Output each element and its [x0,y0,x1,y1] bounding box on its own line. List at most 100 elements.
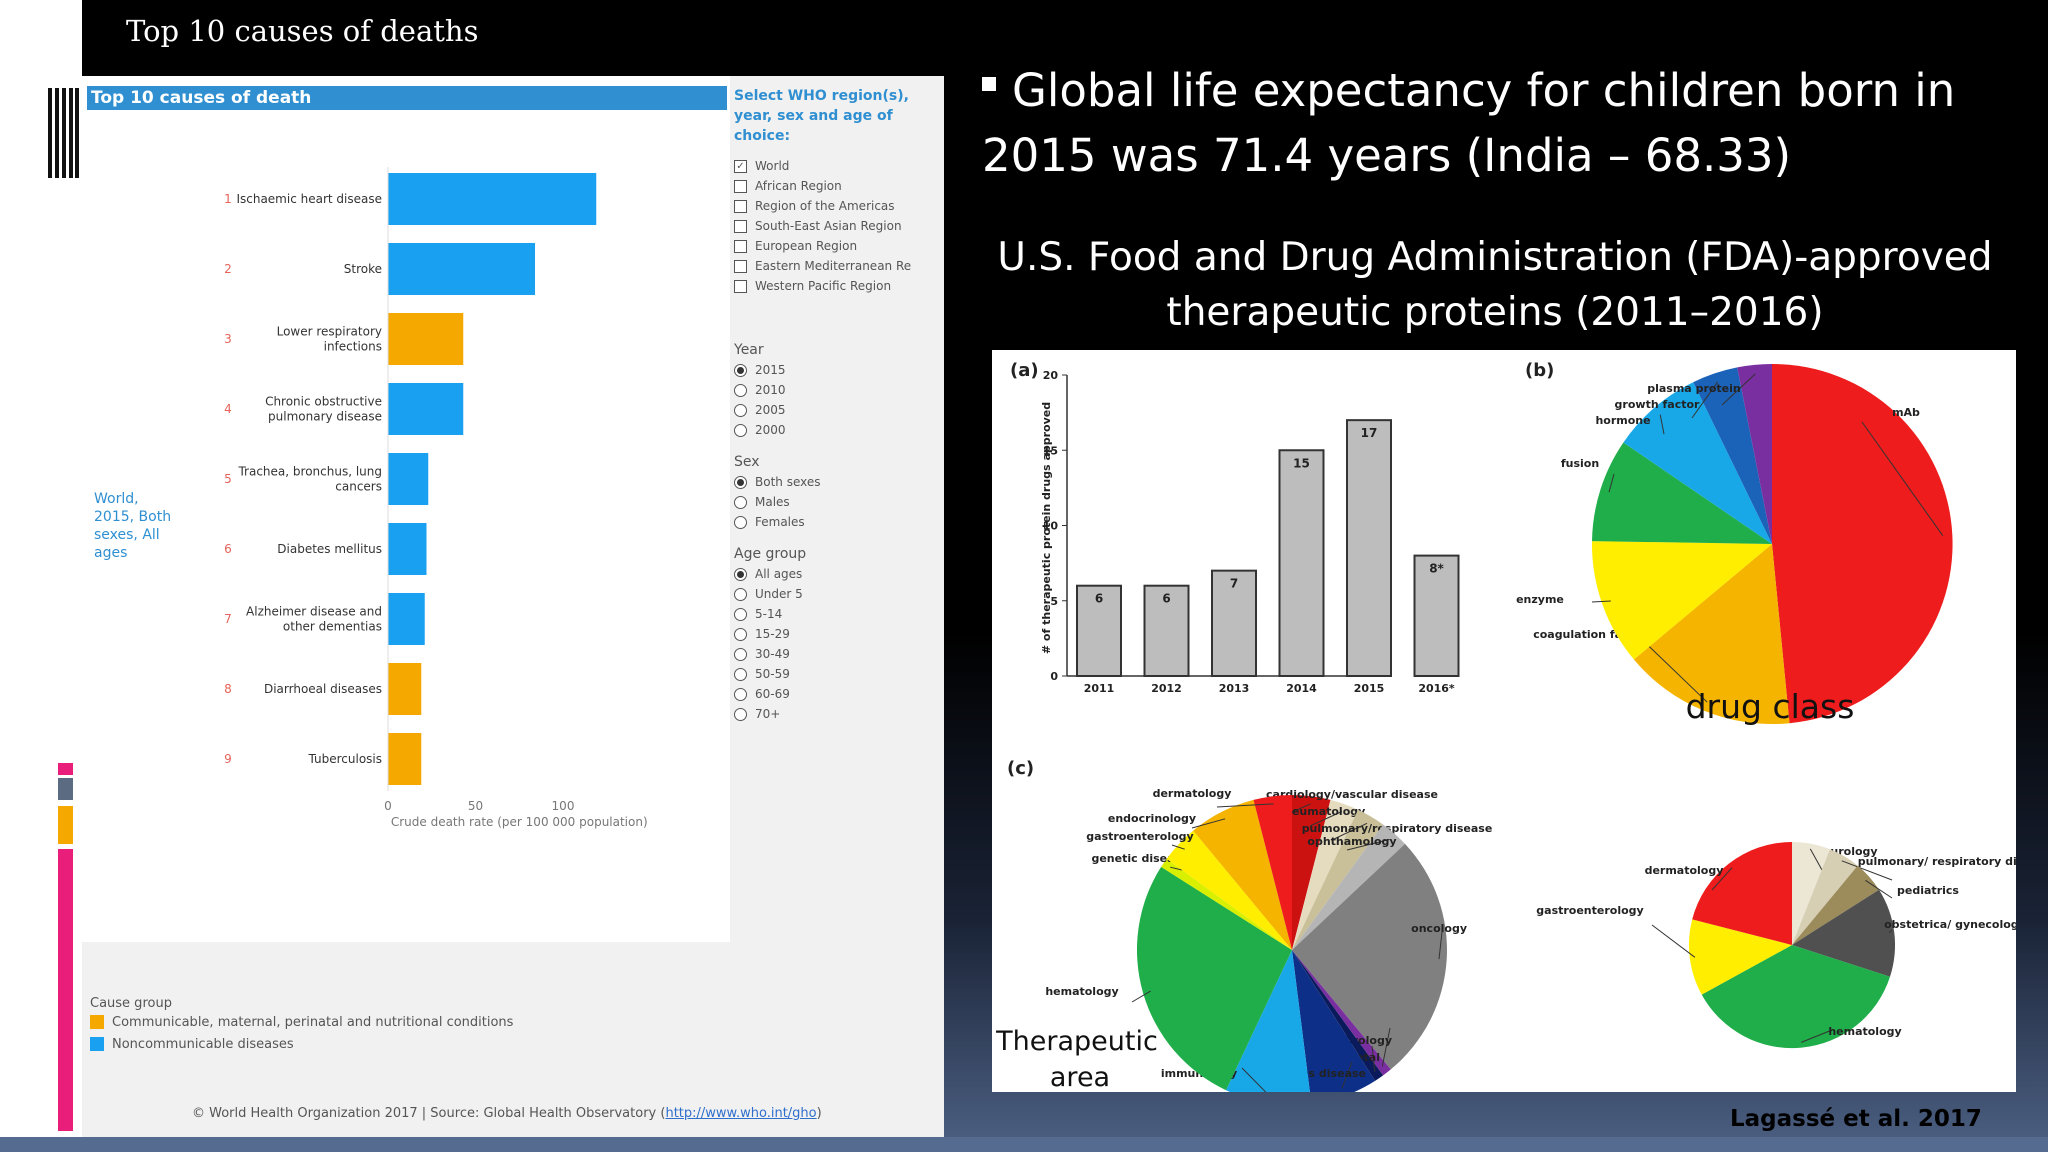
who-bar [388,383,464,435]
sex-option[interactable]: Males [734,492,944,512]
region-checkbox[interactable] [734,179,747,193]
therapeutic-area-label: endocrinology [1108,812,1196,825]
y-tick-label: 15 [1043,444,1058,457]
bar-value-label: 7 [1230,577,1238,591]
decorative-bar [58,778,73,800]
year-label: 2005 [755,403,786,417]
bar-value-label: 8* [1429,562,1444,576]
age-radio[interactable] [734,707,747,721]
region-label: African Region [755,179,842,193]
therapeutic-area-label: pulmonary/respiratory disease [1302,822,1493,835]
who-rank-label: 7 [224,612,232,626]
year-option[interactable]: 2005 [734,400,944,420]
drug-class-label: plasma protein [1647,382,1741,395]
who-category-label: cancers [335,480,382,494]
who-chart-header: Top 10 causes of death [87,86,727,110]
therapeutic-area-leader-line [1346,839,1390,851]
fda-title-line2: therapeutic proteins (2011–2016) [1166,290,1824,335]
drug-class-leader-line [1659,414,1665,435]
age-option[interactable]: 60-69 [734,684,944,704]
sex-radio[interactable] [734,495,747,509]
region-option[interactable]: Region of the Americas [734,196,944,216]
who-bar [388,243,535,295]
region-checkbox[interactable] [734,259,747,273]
region-label: Eastern Mediterranean Re [755,259,912,273]
region-option[interactable]: South-East Asian Region [734,216,944,236]
who-gho-link[interactable]: http://www.who.int/gho [665,1106,817,1121]
sex-label: Both sexes [755,475,821,489]
year-radio[interactable] [734,363,747,377]
year-option[interactable]: 2010 [734,380,944,400]
sex-radio[interactable] [734,475,747,489]
who-plot-area: Top 10 causes of death World, 2015, Both s… [82,76,730,942]
who-x-axis-label: Crude death rate (per 100 000 population… [391,815,648,829]
fda-figure-svg: (a) 0 5 10 15 20 # of therapeutic protein drug… [995,360,2016,1092]
region-checkbox[interactable]: ✓ [734,159,747,173]
therapeutic-area-slice [1226,950,1310,1092]
who-bar [388,663,422,715]
region-option[interactable]: ✓ World [734,156,944,176]
drug-class-slice [1592,442,1772,544]
age-option[interactable]: 70+ [734,704,944,724]
who-category-label: Stroke [344,262,382,276]
region-option[interactable]: Eastern Mediterranean Re [734,256,944,276]
drug-class-slice [1633,544,1790,725]
age-radio-list: All ages Under 5 5-14 15-29 30-49 50-59 60-69 7… [734,564,944,724]
bullet-square-icon [982,77,996,91]
who-chart-panel: Top 10 causes of death World, 2015, Both s… [82,76,944,1137]
selection-label-line: 2015, Both [94,509,172,525]
decorative-bar [58,806,73,844]
region-option[interactable]: European Region [734,236,944,256]
sex-option[interactable]: Females [734,512,944,532]
sex-radio[interactable] [734,515,747,529]
bar-value-label: 6 [1095,592,1103,606]
age-option[interactable]: 15-29 [734,624,944,644]
y-tick-label: 10 [1043,520,1059,533]
age-option[interactable]: 5-14 [734,604,944,624]
drug-class-leader-line [1721,373,1756,406]
therapeutic-area-label: genetic disease [1091,852,1188,865]
therapeutic-area-slice [1292,824,1405,950]
age-option[interactable]: All ages [734,564,944,584]
who-bar [388,173,597,225]
age-radio[interactable] [734,667,747,681]
therapeutic-area-leader-line [1241,1067,1267,1092]
age-option[interactable]: 50-59 [734,664,944,684]
region-option[interactable]: African Region [734,176,944,196]
year-option[interactable]: 2015 [734,360,944,380]
who-category-label: Alzheimer disease and [246,605,382,619]
legend-heading: Cause group [90,996,172,1011]
age-radio[interactable] [734,627,747,641]
region-checkbox[interactable] [734,199,747,213]
age-option[interactable]: 30-49 [734,644,944,664]
year-radio[interactable] [734,423,747,437]
sex-option[interactable]: Both sexes [734,472,944,492]
age-option[interactable]: Under 5 [734,584,944,604]
therapeutic-area-slice [1292,843,1447,1070]
therapeutic-area-slice [1292,950,1376,1092]
bullet-text: Global life expectancy for children born… [982,64,1956,182]
region-option[interactable]: Western Pacific Region [734,276,944,296]
region-checkbox[interactable] [734,279,747,293]
therapeutic-area-2-slice [1792,865,1879,945]
year-radio-list: 2015 2010 2005 2000 [734,360,944,440]
who-category-label: other dementias [283,620,382,634]
year-radio[interactable] [734,383,747,397]
footer-end: ) [816,1106,822,1121]
age-radio[interactable] [734,607,747,621]
region-checkbox[interactable] [734,219,747,233]
drug-class-label: mAb [1892,406,1920,419]
year-radio[interactable] [734,403,747,417]
selection-label-line: sexes, All [94,527,160,543]
age-radio[interactable] [734,587,747,601]
filter-heading-line: year, sex and age of [734,108,893,124]
therapeutic-area-2-slice [1701,945,1890,1049]
x-tick-label: 2014 [1286,682,1317,695]
y-tick-label: 20 [1043,369,1059,382]
who-category-label: Chronic obstructive [265,395,382,409]
age-radio[interactable] [734,687,747,701]
year-option[interactable]: 2000 [734,420,944,440]
region-checkbox[interactable] [734,239,747,253]
age-radio[interactable] [734,647,747,661]
age-radio[interactable] [734,567,747,581]
